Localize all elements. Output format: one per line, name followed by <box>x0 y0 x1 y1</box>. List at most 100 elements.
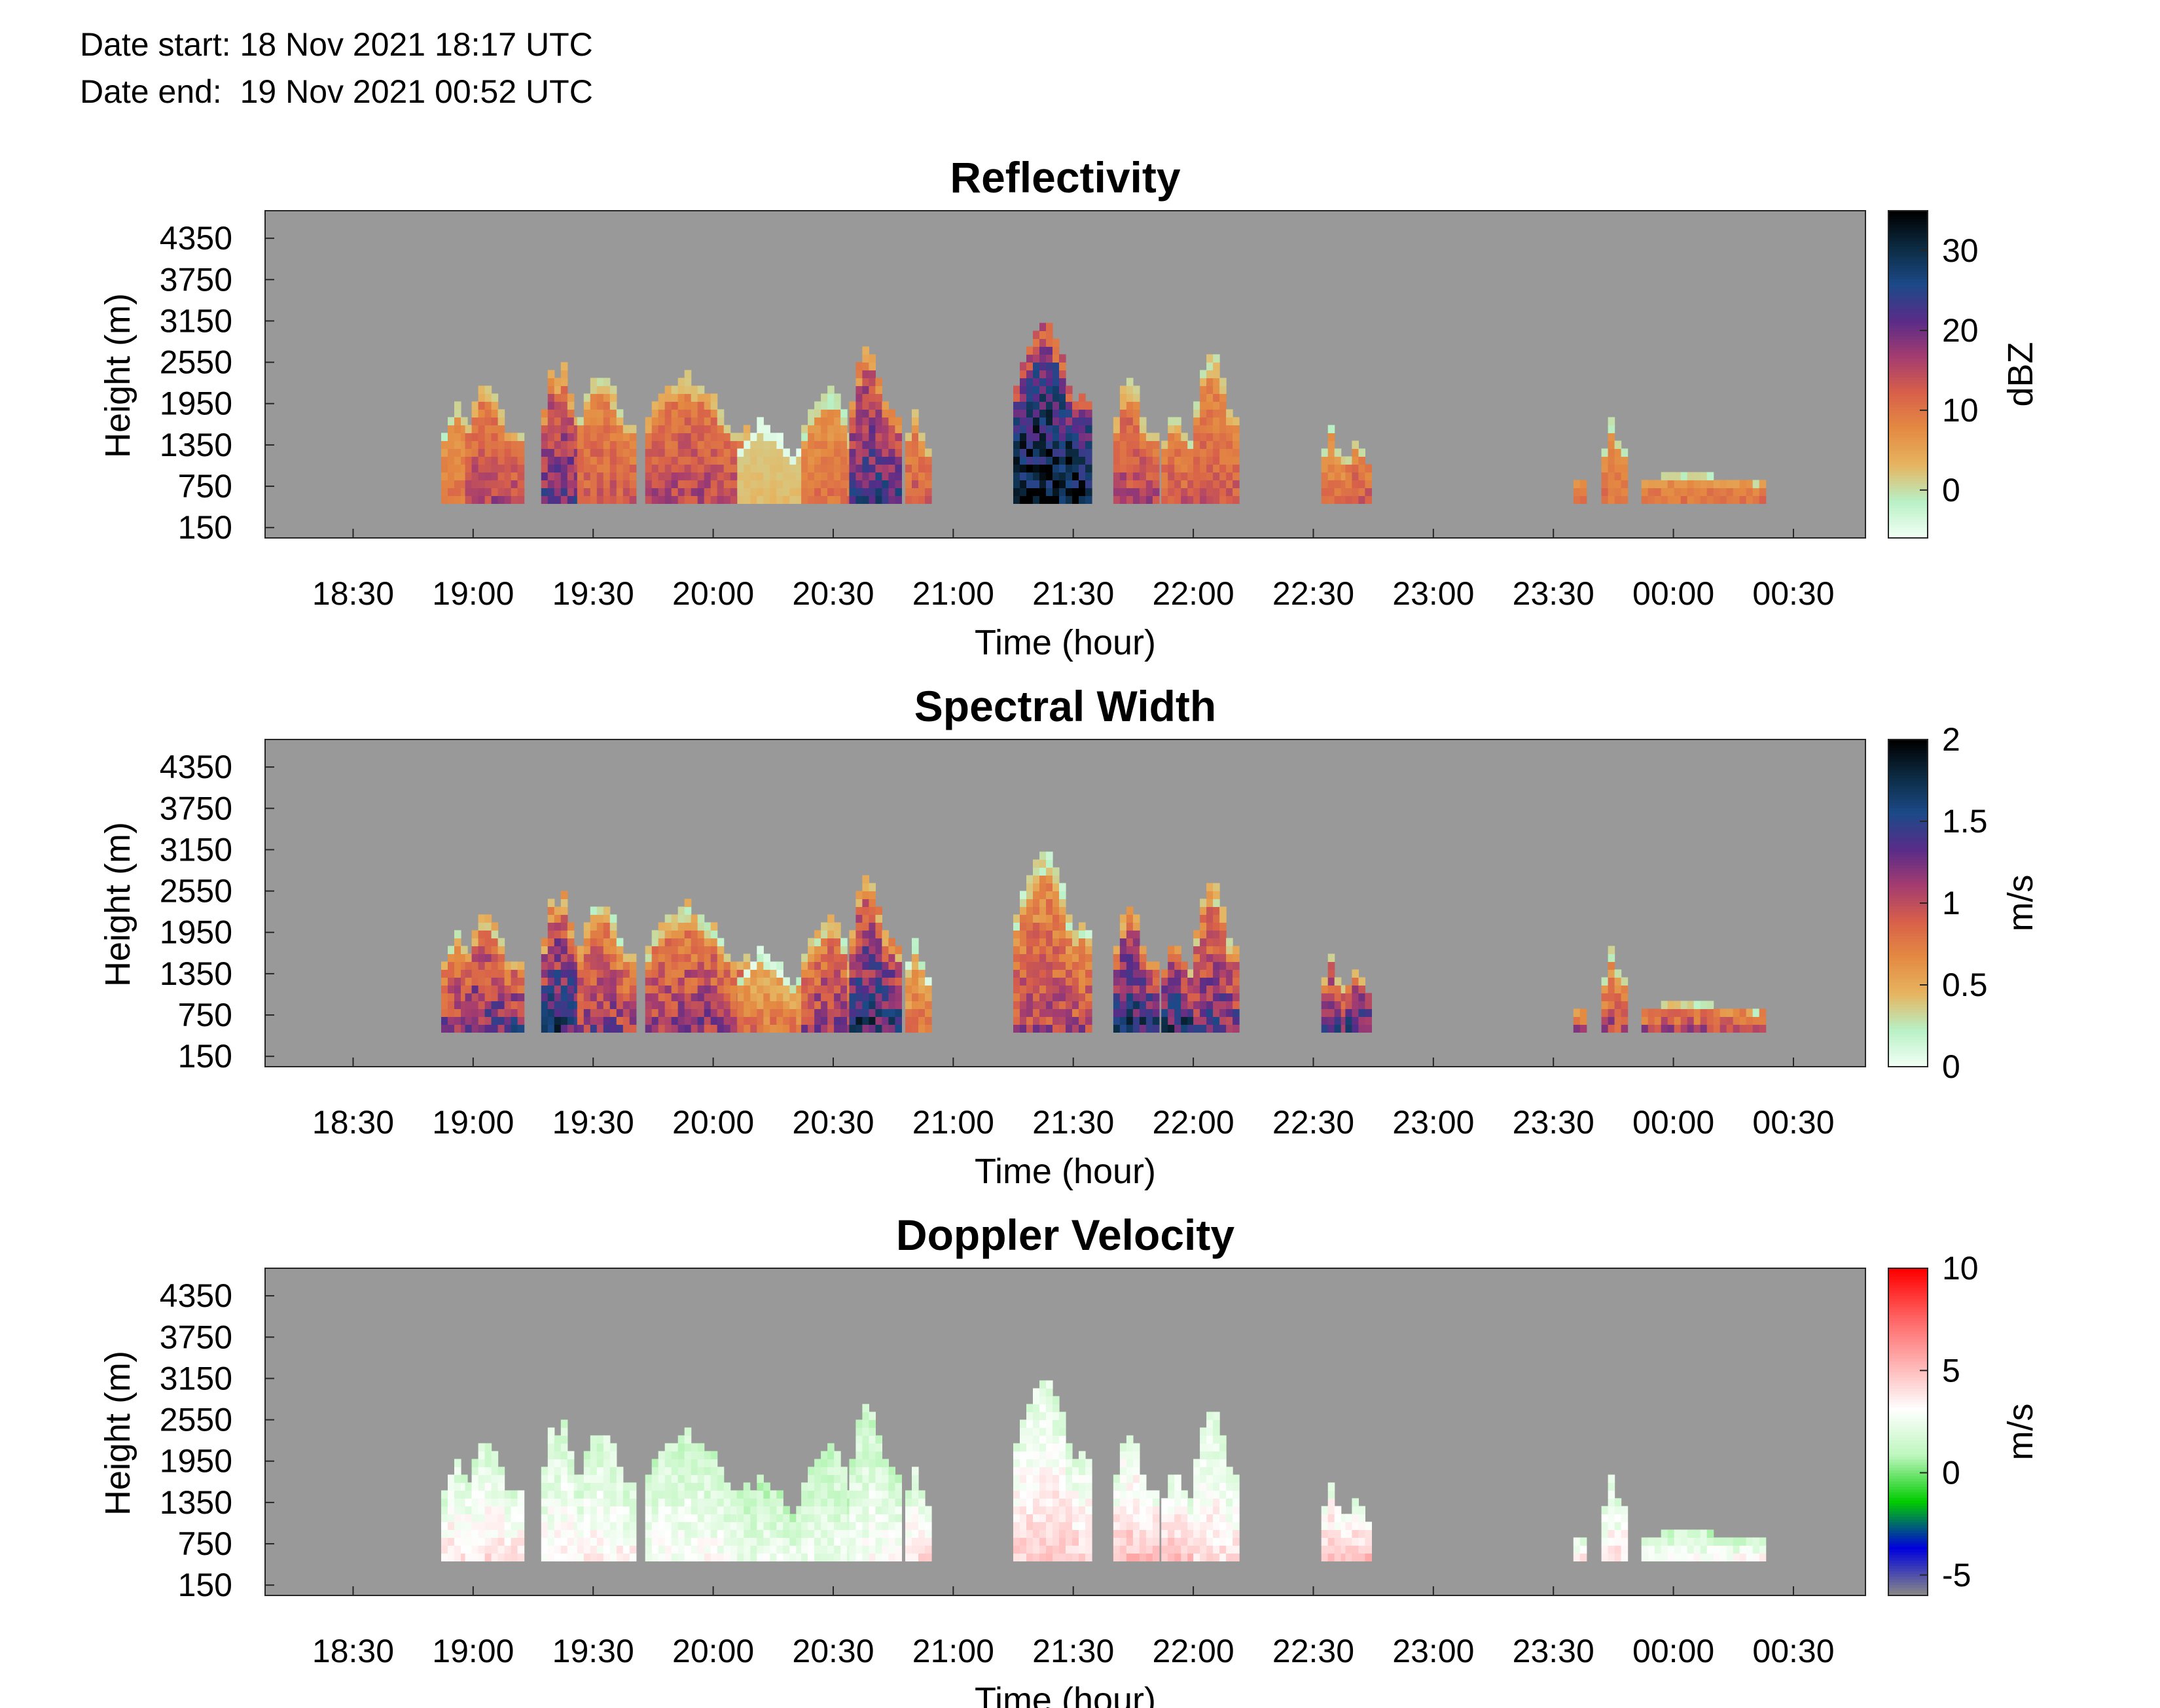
echo-pixel <box>770 1545 777 1554</box>
echo-pixel <box>783 1001 790 1009</box>
echo-pixel <box>723 1008 731 1017</box>
echo-pixel <box>905 961 912 970</box>
echo-pixel <box>763 1016 770 1025</box>
echo-pixel <box>577 1498 585 1506</box>
echo-pixel <box>1033 425 1040 433</box>
echo-pixel <box>590 961 598 970</box>
echo-pixel <box>1233 946 1240 954</box>
echo-pixel <box>925 1545 932 1554</box>
echo-pixel <box>609 930 617 938</box>
echo-pixel <box>918 1016 926 1025</box>
echo-pixel <box>704 930 711 938</box>
echo-pixel <box>664 1024 672 1033</box>
echo-pixel <box>808 417 815 425</box>
echo-pixel <box>1079 1459 1086 1467</box>
echo-pixel <box>1152 969 1160 978</box>
echo-pixel <box>744 1514 751 1522</box>
colorbar-swatch <box>1888 385 1928 389</box>
echo-pixel <box>1219 378 1227 386</box>
echo-pixel <box>1614 1001 1622 1009</box>
echo-pixel <box>770 433 777 441</box>
echo-pixel <box>484 1001 492 1009</box>
echo-pixel <box>1200 1427 1207 1436</box>
echo-pixel <box>1334 464 1342 472</box>
echo-pixel <box>554 1490 562 1499</box>
echo-pixel <box>1026 993 1034 1001</box>
echo-pixel <box>1066 1459 1073 1467</box>
echo-pixel <box>801 1490 808 1499</box>
echo-pixel <box>827 961 835 970</box>
echo-pixel <box>770 993 777 1001</box>
echo-pixel <box>1327 1001 1335 1009</box>
echo-pixel <box>1020 1506 1027 1514</box>
echo-pixel <box>471 953 479 962</box>
echo-pixel <box>504 1008 512 1017</box>
echo-pixel <box>1213 953 1220 962</box>
echo-pixel <box>471 448 479 457</box>
echo-pixel <box>1119 953 1127 962</box>
echo-pixel <box>1113 464 1121 472</box>
echo-pixel <box>684 1521 692 1530</box>
echo-pixel <box>808 456 815 465</box>
colorbar-swatch <box>1888 851 1928 855</box>
colorbar-swatch <box>1888 396 1928 400</box>
echo-pixel <box>629 433 637 441</box>
echo-pixel <box>918 1537 926 1546</box>
echo-pixel <box>1174 953 1181 962</box>
echo-pixel <box>1053 1514 1060 1522</box>
echo-pixel <box>1719 488 1727 496</box>
echo-pixel <box>710 1016 718 1025</box>
colorbar-swatch <box>1888 230 1928 234</box>
echo-pixel <box>471 433 479 441</box>
echo-pixel <box>645 456 653 465</box>
echo-pixel <box>1700 1001 1708 1009</box>
echo-pixel <box>684 1537 692 1546</box>
echo-pixel <box>664 914 672 923</box>
echo-pixel <box>497 1529 505 1538</box>
colorbar-swatch <box>1888 1053 1928 1057</box>
echo-pixel <box>730 1537 738 1546</box>
echo-pixel <box>671 401 679 410</box>
echo-pixel <box>664 1498 672 1506</box>
echo-pixel <box>717 1545 725 1554</box>
echo-pixel <box>1641 480 1649 488</box>
echo-pixel <box>783 456 790 465</box>
echo-pixel <box>1321 456 1329 465</box>
echo-pixel <box>596 1537 604 1546</box>
echo-pixel <box>1759 1016 1767 1025</box>
echo-pixel <box>888 946 895 954</box>
echo-pixel <box>1579 1008 1587 1017</box>
echo-pixel <box>882 1553 889 1561</box>
echo-pixel <box>717 464 725 472</box>
echo-pixel <box>875 495 882 504</box>
echo-pixel <box>869 946 876 954</box>
echo-pixel <box>717 1514 725 1522</box>
echo-pixel <box>1341 1016 1348 1025</box>
echo-pixel <box>583 1521 591 1530</box>
echo-pixel <box>1013 448 1020 457</box>
echo-pixel <box>541 480 549 488</box>
echo-pixel <box>1200 409 1207 418</box>
echo-pixel <box>497 961 505 970</box>
echo-pixel <box>1193 961 1200 970</box>
echo-pixel <box>1119 1001 1127 1009</box>
echo-pixel <box>814 1024 821 1033</box>
echo-pixel <box>1132 969 1140 978</box>
echo-pixel <box>1687 480 1695 488</box>
echo-pixel <box>1066 922 1073 931</box>
echo-pixel <box>1193 1506 1200 1514</box>
echo-pixel <box>1200 495 1207 504</box>
echo-pixel <box>448 977 455 986</box>
echo-pixel <box>629 1506 637 1514</box>
echo-pixel <box>796 495 803 504</box>
echo-pixel <box>1161 1553 1168 1561</box>
echo-pixel <box>567 1467 575 1475</box>
colorbar-swatch <box>1888 281 1928 285</box>
echo-pixel <box>1621 472 1629 480</box>
echo-pixel <box>577 464 585 472</box>
echo-pixel <box>1608 1016 1615 1025</box>
echo-pixel <box>1026 425 1034 433</box>
echo-pixel <box>1726 495 1734 504</box>
echo-pixel <box>684 1443 692 1451</box>
echo-pixel <box>1020 922 1027 931</box>
